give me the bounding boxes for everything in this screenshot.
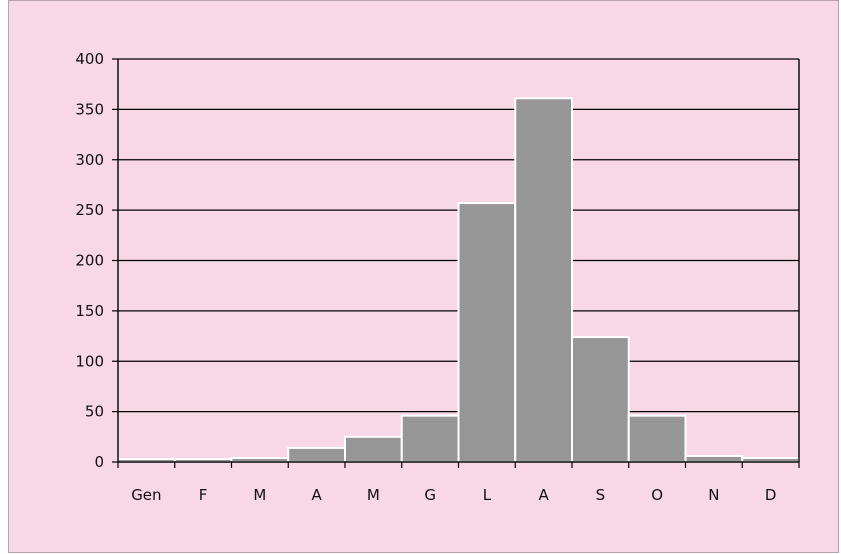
x-tick-label: G: [424, 486, 436, 504]
x-tick-labels: Gen F M A M G L A S O N D: [131, 486, 776, 504]
y-tick-label: 400: [75, 50, 104, 68]
x-tick-label: O: [651, 486, 663, 504]
x-tick-label: A: [538, 486, 549, 504]
y-tick-label: 350: [75, 100, 104, 118]
y-tick-label: 150: [75, 302, 104, 320]
x-tick-label: L: [483, 486, 492, 504]
y-tick-label: 0: [94, 453, 104, 471]
x-tick-label: M: [253, 486, 266, 504]
x-tick-label: S: [596, 486, 606, 504]
bar-a-3: [287, 446, 346, 463]
x-tick-label: D: [765, 486, 777, 504]
x-tick-label: N: [708, 486, 719, 504]
y-tick-label: 100: [75, 352, 104, 370]
y-tick-label: 250: [75, 201, 104, 219]
x-tick-label: M: [367, 486, 380, 504]
axes: [112, 58, 800, 468]
y-tick-labels: 0 50 100 150 200 250 300 350 400: [75, 50, 104, 471]
bar-o-9: [627, 414, 687, 463]
bar-a-7: [514, 97, 573, 463]
y-tick-label: 300: [75, 151, 104, 169]
bar-n-10: [684, 454, 744, 463]
y-tick-label: 50: [85, 403, 104, 421]
x-tick-label: A: [311, 486, 322, 504]
bar-l-6: [457, 202, 517, 463]
bar-s-8: [571, 336, 630, 464]
bars: [117, 97, 800, 464]
y-tick-label: 200: [75, 252, 104, 270]
x-tick-label: Gen: [131, 486, 161, 504]
x-tick-label: F: [199, 486, 208, 504]
bar-g-5: [400, 414, 460, 463]
bar-m-4: [344, 435, 403, 463]
